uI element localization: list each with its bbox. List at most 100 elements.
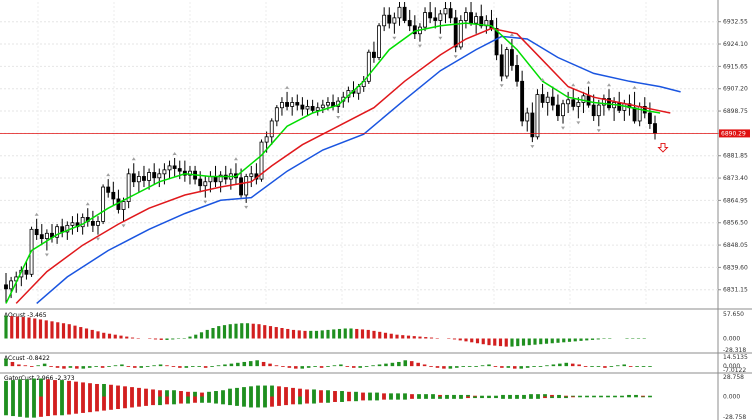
candle-body [244, 176, 249, 196]
candle-body [561, 103, 565, 117]
pane-scale-label: 57.650 [723, 311, 744, 318]
candle-body [540, 94, 545, 103]
candle-body [515, 65, 519, 82]
fractal-down-marker [95, 237, 100, 241]
candle-body [285, 102, 289, 107]
candle-body [647, 112, 652, 124]
candle-body [315, 107, 320, 111]
candle-body [142, 176, 146, 181]
price-scale: 6932.55 6924.10 6915.65 6907.20 6898.75 6890.… [718, 19, 750, 420]
candle-body [136, 176, 141, 183]
fractal-down-marker [530, 145, 535, 149]
candle-body [596, 104, 601, 117]
current-price-tag [719, 129, 750, 138]
candle-body [566, 99, 571, 105]
candle-body [607, 98, 611, 109]
candle-body [218, 174, 223, 183]
ma-slow-line [36, 35, 681, 304]
candle-body [576, 102, 581, 107]
fractal-up-marker [509, 33, 514, 37]
candle-body [259, 141, 264, 180]
ma-mid-line [15, 27, 671, 304]
fractal-down-marker [121, 224, 126, 228]
fractal-down-marker [596, 129, 601, 133]
candle-body [101, 186, 106, 222]
candle-body [264, 136, 269, 143]
candle-body [402, 6, 407, 21]
candle-body [326, 102, 330, 106]
indicator-panes: AOcust -3.465 ACcust -0.8422 GatorCust 2.9… [4, 312, 652, 418]
candle-body [571, 99, 576, 107]
ma-fast-line [5, 22, 661, 304]
candle-body [428, 12, 433, 19]
candle-body [269, 120, 274, 138]
fractal-up-marker [540, 77, 545, 81]
fractal-down-marker [561, 126, 566, 130]
fractal-up-marker [285, 85, 290, 89]
candle-body [126, 173, 131, 202]
candle-body [632, 107, 637, 122]
pane-label-ac: ACcust -0.8422 [4, 355, 50, 362]
price-tick-label: 6881.85 [723, 153, 748, 160]
candle-body [601, 98, 606, 106]
pane-scale-label: 14.5135 [723, 354, 748, 361]
price-tick-label: 6907.20 [723, 86, 748, 93]
candle-body [412, 25, 417, 35]
candle-body [188, 170, 192, 176]
candle-body [152, 172, 157, 179]
pane-scale-label: 0.000 [723, 335, 740, 342]
candle-body [80, 217, 85, 228]
fractal-down-marker [336, 116, 341, 120]
candle-body [177, 168, 182, 172]
candle-body [305, 106, 310, 110]
candle-body [448, 8, 453, 19]
price-tick-label: 6864.95 [723, 197, 748, 204]
candle-body [423, 12, 427, 28]
candle-body [96, 221, 100, 226]
candle-body [372, 51, 376, 58]
candle-body [239, 177, 244, 196]
candle-body [44, 232, 49, 239]
candle-body [65, 224, 70, 233]
candle-body [90, 221, 95, 226]
candle-body [407, 20, 412, 27]
candle-body [504, 49, 509, 77]
fractal-up-marker [131, 157, 136, 161]
candle-body [121, 201, 126, 210]
price-tick-label: 6924.10 [723, 41, 748, 48]
candle-body [162, 169, 167, 175]
candle-body [280, 102, 284, 109]
candle-body [147, 172, 152, 181]
candle-body [458, 20, 463, 48]
candle-body [397, 6, 402, 19]
candle-body [653, 123, 657, 134]
candle-body [509, 49, 514, 66]
fractal-down-marker [499, 84, 504, 88]
candle-body [203, 181, 208, 187]
candle-body [453, 17, 458, 48]
candle-body [167, 165, 172, 171]
candle-body [172, 165, 177, 169]
candle-body [474, 16, 479, 24]
candle-body [131, 173, 136, 183]
candle-body [469, 12, 473, 24]
pane-scale-label: -28.758 [723, 414, 746, 420]
price-tick-label: 6856.50 [723, 220, 748, 227]
candle-body [535, 94, 540, 138]
fractal-up-marker [571, 83, 576, 87]
pane-label-ao: AOcust -3.465 [4, 312, 47, 319]
candle-body [55, 226, 60, 238]
price-tick-label: 6932.55 [723, 19, 748, 26]
candle-body [392, 17, 397, 24]
candle-body [494, 28, 499, 56]
pane-scale-label: 28.758 [723, 374, 744, 381]
candle-body [525, 112, 530, 122]
main-price-pane [0, 2, 718, 304]
candle-body [111, 191, 116, 200]
pane-scale-label: -28.318 [723, 347, 746, 354]
fractal-down-marker [392, 36, 397, 40]
price-tick-label: 6848.05 [723, 242, 748, 249]
candle-body [520, 80, 525, 122]
